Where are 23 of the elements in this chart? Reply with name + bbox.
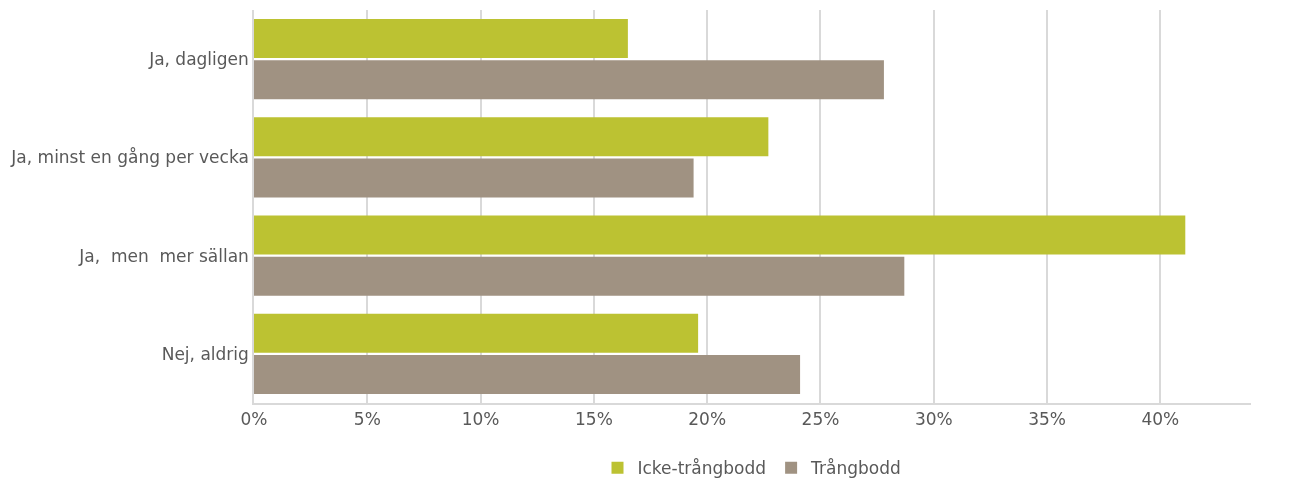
bar: [254, 117, 769, 157]
x-tick-label: 25%: [801, 409, 840, 430]
legend-label: Trångbodd: [810, 458, 901, 479]
bar: [254, 60, 884, 100]
bar: [254, 215, 1186, 255]
x-tick-label: 40%: [1141, 409, 1180, 430]
y-tick-label: Nej, aldrig: [161, 343, 249, 364]
x-tick-label: 0%: [240, 409, 268, 430]
x-tick-label: 5%: [353, 409, 381, 430]
legend-label: Icke-trångbodd: [637, 458, 767, 479]
bar: [254, 18, 628, 59]
bar: [254, 158, 694, 198]
x-tick-label: 20%: [688, 409, 727, 430]
bar: [254, 313, 699, 353]
x-tick-label: 35%: [1028, 409, 1066, 430]
x-tick-label: 10%: [461, 409, 500, 430]
bar: [254, 256, 905, 296]
bar: [254, 354, 801, 395]
y-tick-label: Ja, dagligen: [148, 49, 249, 70]
x-tick-label: 15%: [574, 409, 613, 430]
y-tick-label: Ja, minst en gång per vecka: [10, 147, 249, 168]
y-tick-label: Ja, men mer sällan: [78, 245, 249, 266]
x-tick-label: 30%: [914, 409, 953, 430]
